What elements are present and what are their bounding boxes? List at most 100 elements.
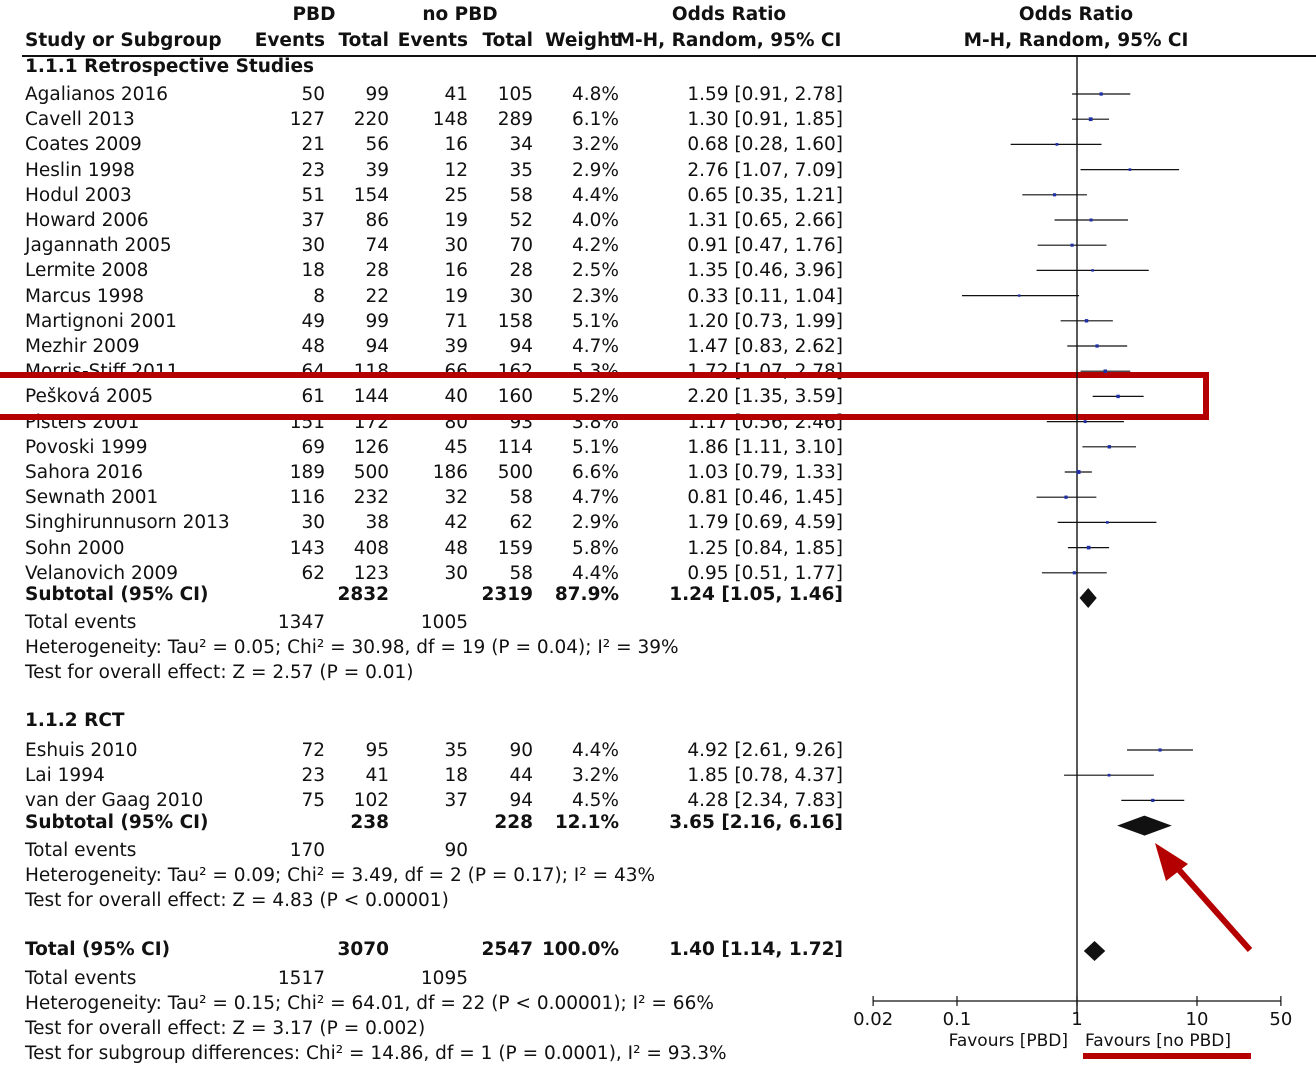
study-name: Povoski 1999 <box>25 436 148 458</box>
weight-value: 2.9% <box>572 159 619 181</box>
odds-ratio-ci: 1.47 [0.83, 2.62] <box>687 336 843 357</box>
weight-value: 4.0% <box>572 210 619 231</box>
odds-ratio-ci: 1.25 [0.84, 1.85] <box>687 537 843 559</box>
x-tick-label: 0.1 <box>943 1009 972 1030</box>
study-name: Singhirunnusorn 2013 <box>25 512 230 534</box>
point-estimate <box>1116 394 1120 399</box>
highlight-box <box>0 372 1209 421</box>
study-name: Cavell 2013 <box>25 109 135 131</box>
events-no-pbd: 71 <box>444 310 468 332</box>
total-label: Total (95% CI) <box>25 939 171 960</box>
study-name: Velanovich 2009 <box>25 562 179 584</box>
study-name: Mezhir 2009 <box>25 336 140 357</box>
x-tick-label: 50 <box>1269 1009 1292 1030</box>
weight-value: 4.4% <box>572 184 619 206</box>
point-estimate <box>1052 193 1057 197</box>
study-name: Sahora 2016 <box>25 462 144 483</box>
total-pbd: 126 <box>353 436 389 458</box>
subtotal-ci: 3.65 [2.16, 6.16] <box>669 811 843 833</box>
subtotal-weight: 12.1% <box>554 811 619 833</box>
events-pbd: 69 <box>301 436 325 458</box>
study-name: Hodul 2003 <box>25 184 132 206</box>
events-pbd: 48 <box>301 336 325 357</box>
weight-value: 5.8% <box>572 537 619 559</box>
point-estimate <box>1018 294 1021 297</box>
events-pbd: 72 <box>301 740 325 761</box>
events-pbd: 143 <box>289 537 325 559</box>
study-name: Lai 1994 <box>25 765 105 787</box>
point-estimate <box>1103 369 1107 373</box>
total-pbd: 220 <box>353 109 389 131</box>
study-name: van der Gaag 2010 <box>25 790 204 812</box>
total-no-pbd: 58 <box>509 487 533 509</box>
events-no-pbd: 39 <box>444 336 468 357</box>
subgroup-title: 1.1.1 Retrospective Studies <box>25 56 315 77</box>
odds-ratio-ci: 0.95 [0.51, 1.77] <box>687 562 843 584</box>
total-events-no-pbd: 1005 <box>420 612 468 633</box>
total-pbd: 232 <box>353 487 389 509</box>
odds-ratio-ci: 0.91 [0.47, 1.76] <box>687 235 843 257</box>
events-no-pbd: 48 <box>444 537 468 559</box>
events-pbd: 30 <box>301 512 325 534</box>
odds-ratio-ci: 1.35 [0.46, 3.96] <box>687 260 843 282</box>
total-no-pbd: 160 <box>497 386 533 408</box>
header-odds-ratio: Odds Ratio <box>671 4 787 25</box>
total-no-pbd: 34 <box>509 134 533 156</box>
weight-value: 2.3% <box>572 285 619 307</box>
point-estimate <box>1070 243 1074 247</box>
events-pbd: 116 <box>289 487 325 509</box>
header-total-pbd: Total <box>338 30 389 51</box>
odds-ratio-ci: 1.31 [0.65, 2.66] <box>687 210 843 231</box>
events-pbd: 23 <box>301 765 325 787</box>
events-pbd: 18 <box>301 260 325 282</box>
events-no-pbd: 148 <box>432 109 468 131</box>
events-no-pbd: 30 <box>444 562 468 584</box>
study-name: Sewnath 2001 <box>25 487 159 509</box>
point-estimate <box>1107 773 1111 777</box>
total-pbd: 154 <box>353 184 389 206</box>
events-no-pbd: 186 <box>432 462 468 483</box>
subtotal-label: Subtotal (95% CI) <box>25 811 209 833</box>
point-estimate <box>1083 420 1087 424</box>
odds-ratio-ci: 1.86 [1.11, 3.10] <box>687 436 843 458</box>
weight-value: 4.5% <box>572 790 619 812</box>
subtotal-ci: 1.24 [1.05, 1.46] <box>669 584 843 605</box>
odds-ratio-ci: 1.20 [0.73, 1.99] <box>687 310 843 332</box>
weight-value: 3.2% <box>572 765 619 787</box>
study-name: Pešková 2005 <box>25 386 154 408</box>
header-weight: Weight <box>545 30 619 51</box>
total-pbd: 99 <box>365 310 389 332</box>
events-no-pbd: 32 <box>444 487 468 509</box>
odds-ratio-ci: 1.30 [0.91, 1.85] <box>687 109 843 131</box>
events-no-pbd: 30 <box>444 235 468 257</box>
header-events-no-pbd: Events <box>397 30 468 51</box>
overall-effect-text: Test for overall effect: Z = 2.57 (P = 0… <box>25 662 414 683</box>
total-pbd: 144 <box>353 386 389 408</box>
x-tick-label: 10 <box>1186 1009 1209 1030</box>
point-estimate <box>1055 143 1059 146</box>
total-pbd: 28 <box>365 260 389 282</box>
subtotal-diamond <box>1117 815 1172 836</box>
favours-left-label: Favours [PBD] <box>949 1031 1068 1051</box>
total-events-no-pbd: 1095 <box>420 968 468 989</box>
events-pbd: 37 <box>301 210 325 231</box>
total-pbd: 123 <box>353 562 389 584</box>
x-tick-label: 1 <box>1071 1009 1082 1030</box>
weight-value: 4.2% <box>572 235 619 257</box>
odds-ratio-ci: 0.81 [0.46, 1.45] <box>687 487 843 509</box>
study-name: Sohn 2000 <box>25 537 125 559</box>
total-pbd: 500 <box>353 462 389 483</box>
weight-value: 4.7% <box>572 336 619 357</box>
header-group-no-pbd: no PBD <box>422 4 498 25</box>
total-no-pbd: 70 <box>509 235 533 257</box>
events-no-pbd: 37 <box>444 790 468 812</box>
weight-value: 4.8% <box>572 84 619 105</box>
total-events-pbd: 1517 <box>277 968 325 989</box>
annotation-arrow-head <box>1155 843 1188 881</box>
total-no-pbd: 90 <box>509 740 533 761</box>
heterogeneity-text: Heterogeneity: Tau² = 0.15; Chi² = 64.01… <box>25 993 714 1014</box>
annotation-arrow-shaft <box>1169 860 1253 952</box>
odds-ratio-ci: 0.65 [0.35, 1.21] <box>687 184 843 206</box>
events-no-pbd: 19 <box>444 285 468 307</box>
odds-ratio-ci: 1.59 [0.91, 2.78] <box>687 84 843 105</box>
